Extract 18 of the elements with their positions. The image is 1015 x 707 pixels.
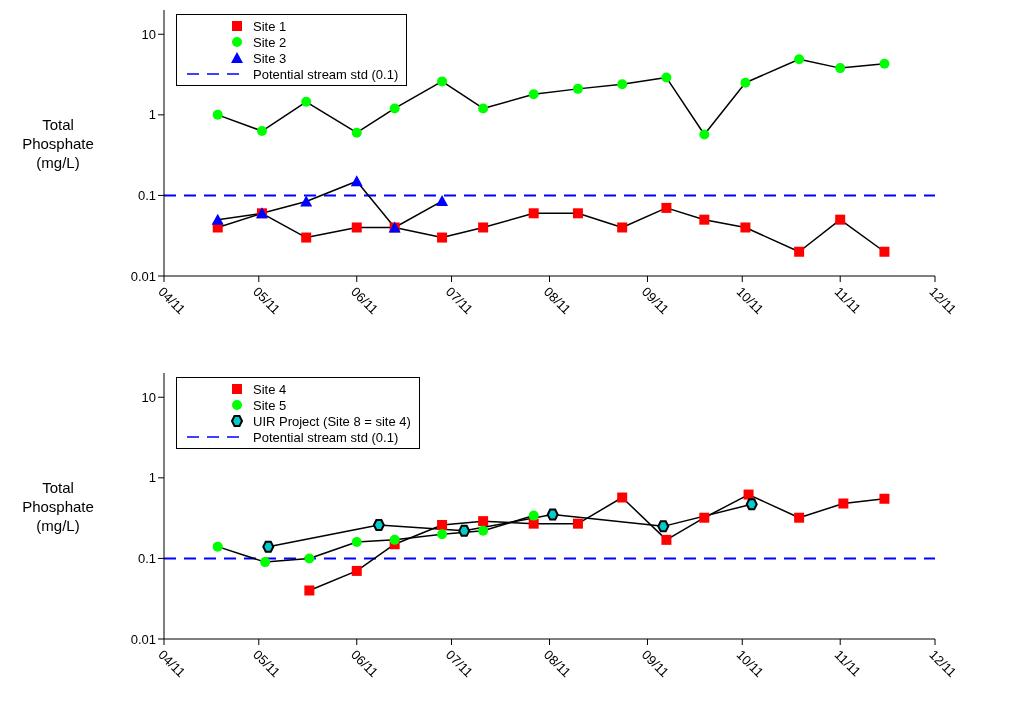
y-tick-label: 0.1 bbox=[137, 551, 156, 567]
legend-label: Potential stream std (0.1) bbox=[253, 66, 399, 82]
legend-label: Site 1 bbox=[253, 18, 287, 34]
legend-label: Site 5 bbox=[253, 397, 287, 413]
legend-label: UIR Project (Site 8 = site 4) bbox=[253, 413, 411, 429]
y-tick-label: 10 bbox=[141, 26, 156, 42]
y-tick-label: 1 bbox=[148, 107, 156, 123]
y-tick-label: 10 bbox=[141, 389, 156, 405]
legend-label: Site 2 bbox=[253, 34, 287, 50]
y-axis-title: Total Phosphate (mg/L) bbox=[21, 114, 95, 172]
y-tick-label: 0.1 bbox=[137, 188, 156, 204]
legend-label: Site 3 bbox=[253, 50, 287, 66]
legend-label: Potential stream std (0.1) bbox=[253, 429, 399, 445]
y-axis-title: Total Phosphate (mg/L) bbox=[21, 477, 95, 535]
legend-label: Site 4 bbox=[253, 381, 287, 397]
y-tick-label: 1 bbox=[148, 470, 156, 486]
y-tick-label: 0.01 bbox=[130, 631, 156, 647]
y-tick-label: 0.01 bbox=[130, 268, 156, 284]
